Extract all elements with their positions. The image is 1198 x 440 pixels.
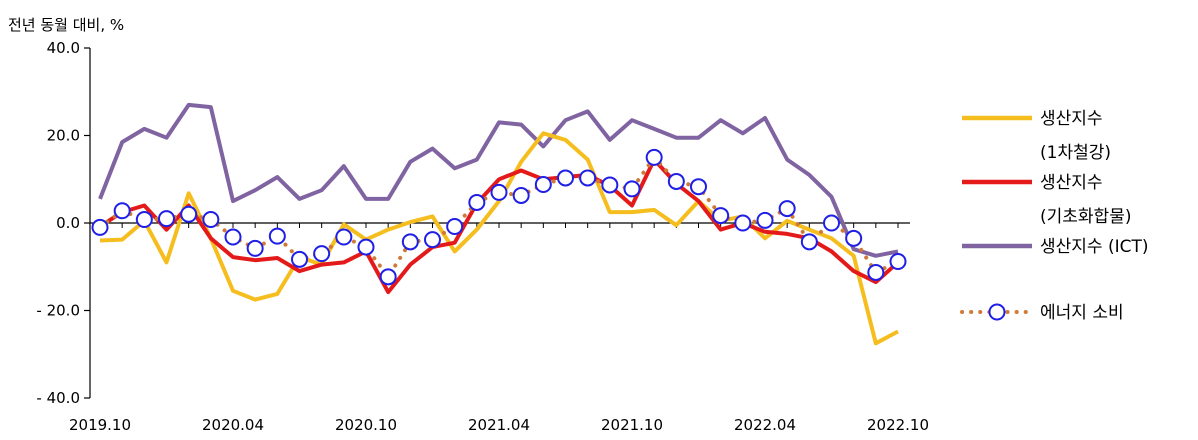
legend-item-2: 생산지수 (ICT) (962, 237, 1149, 257)
data-point (712, 207, 730, 225)
data-point (335, 228, 353, 246)
series-2 (98, 102, 899, 258)
legend-label: 생산지수 (1040, 109, 1103, 129)
data-point (401, 233, 419, 251)
data-point (113, 202, 131, 220)
data-point (224, 228, 242, 246)
legend-item-0: 생산지수 (1차철강) (962, 109, 1111, 163)
data-point (579, 169, 597, 187)
data-point (756, 211, 774, 229)
data-point (135, 211, 153, 228)
legend-label: 생산지수 (ICT) (1040, 237, 1149, 257)
data-point (490, 183, 508, 201)
x-tick-label: 2019.10 (69, 416, 131, 434)
data-point (202, 211, 220, 228)
data-point (645, 148, 663, 166)
x-tick-label: 2020.10 (335, 416, 397, 434)
data-point (424, 231, 441, 249)
data-point (845, 229, 863, 247)
data-point (246, 239, 264, 257)
data-point (291, 250, 308, 268)
x-tick-label: 2020.04 (202, 416, 264, 434)
series-layer (91, 102, 907, 346)
data-point (446, 218, 464, 235)
x-tick-label: 2022.04 (734, 416, 796, 434)
y-tick-label: - 20.0 (36, 302, 80, 320)
x-tick-label: 2022.10 (867, 416, 929, 434)
data-point (867, 263, 885, 281)
data-point (91, 218, 109, 236)
series-line (98, 102, 899, 258)
series-3 (91, 148, 907, 286)
series-1 (98, 157, 900, 295)
y-tick-label: 0.0 (56, 214, 80, 232)
data-point (313, 245, 331, 263)
legend-marker (988, 303, 1006, 321)
data-point (268, 227, 286, 245)
data-point (180, 205, 198, 223)
data-point (357, 238, 375, 256)
legend-item-3: 에너지 소비 (960, 303, 1124, 323)
series-line (98, 157, 900, 295)
data-point (534, 176, 552, 193)
data-point (623, 180, 641, 198)
data-point (734, 214, 752, 232)
legend-label: 에너지 소비 (1040, 303, 1124, 323)
data-point (823, 214, 840, 232)
data-point (512, 186, 530, 204)
legend-label: (기초화합물) (1040, 207, 1131, 227)
data-point (778, 200, 796, 218)
series-0 (99, 131, 899, 346)
data-point (889, 253, 907, 270)
y-tick-label: 40.0 (47, 39, 80, 57)
legend-label: 생산지수 (1040, 173, 1103, 193)
data-point (601, 176, 619, 194)
data-point (379, 268, 397, 286)
legend: 생산지수 (1차철강) 생산지수 (기초화합물) 생산지수 (ICT) 에너지 소비 (960, 109, 1149, 323)
legend-label: (1차철강) (1040, 143, 1111, 163)
data-point (667, 172, 685, 190)
data-point (468, 193, 486, 211)
data-point (690, 178, 707, 196)
x-tick-label: 2021.04 (468, 416, 530, 434)
y-tick-label: - 40.0 (36, 389, 80, 407)
x-tick-label: 2021.10 (601, 416, 663, 434)
unit-label: 전년 동월 대비, % (8, 16, 124, 34)
series-line (99, 131, 899, 346)
data-point (800, 233, 818, 251)
data-point (158, 210, 175, 228)
y-tick-label: 20.0 (47, 127, 80, 145)
axes: 40.0 20.0 0.0 - 20.0 - 40.0 2019.10 2020.04 202… (36, 39, 929, 434)
legend-item-1: 생산지수 (기초화합물) (962, 173, 1131, 227)
data-point (557, 169, 574, 187)
